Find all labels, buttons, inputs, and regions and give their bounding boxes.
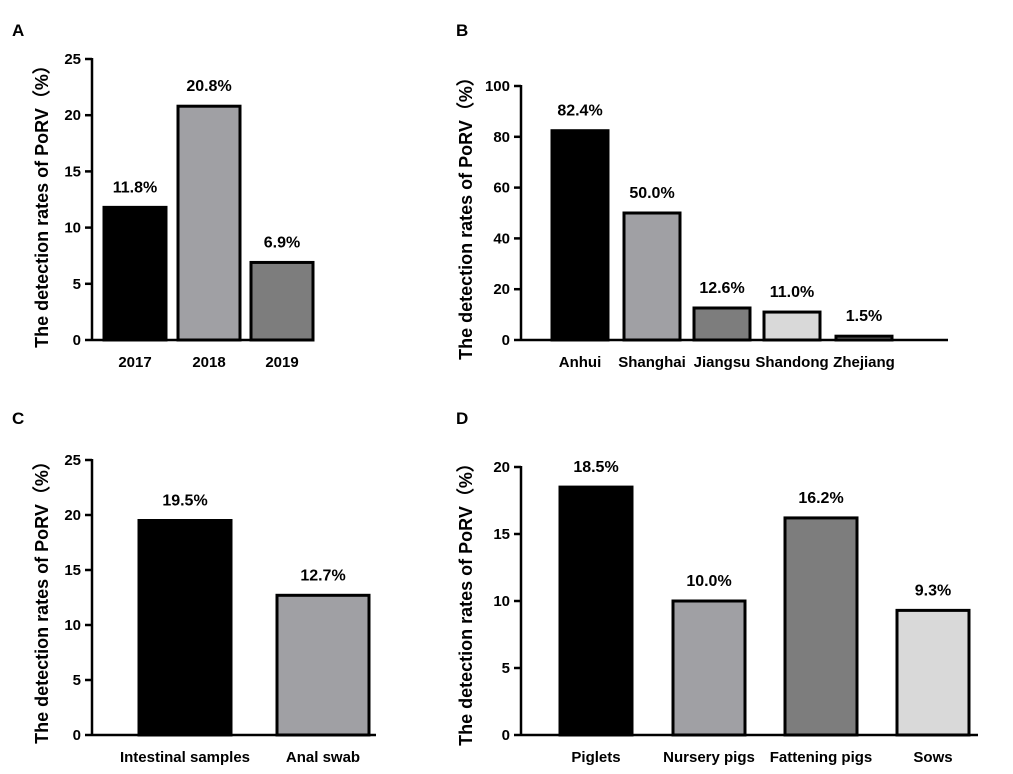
value-label-b-0: 82.4%	[557, 103, 602, 120]
value-label-d-1: 10.0%	[686, 573, 731, 590]
value-label-b-4: 1.5%	[846, 308, 882, 325]
category-label-d-3: Sows	[913, 749, 952, 766]
chart-panel-b: B The detection rates of PoRV（%） 0 20 40 60…	[456, 21, 948, 371]
category-labels-a: 2017 2018 2019	[118, 354, 298, 371]
value-label-a-0: 11.8%	[113, 179, 157, 196]
value-label-d-0: 18.5%	[573, 459, 618, 476]
y-tick-label-a-0: 0	[73, 332, 81, 349]
y-ticks-c: 0 5 10 15 20 25	[64, 452, 92, 744]
y-tick-label-b-2: 40	[493, 230, 510, 247]
category-labels-c: Intestinal samples Anal swab	[120, 749, 360, 766]
y-axis-title-c: The detection rates of PoRV（%）	[32, 452, 52, 744]
y-axis-title-d: The detection rates of PoRV（%）	[456, 454, 476, 746]
y-ticks-b: 0 20 40 60 80 100	[485, 78, 521, 349]
bar-a-1	[176, 104, 242, 342]
bar-b-0	[550, 129, 610, 342]
bar-d-3	[895, 608, 971, 737]
value-label-b-2: 12.6%	[699, 280, 744, 297]
value-labels-c: 19.5% 12.7%	[162, 493, 345, 585]
y-tick-label-b-1: 20	[493, 281, 510, 298]
chart-panel-c: C The detection rates of PoRV（%） 0 5 10 15 2…	[12, 409, 376, 766]
category-label-a-1: 2018	[192, 354, 225, 371]
value-label-c-0: 19.5%	[162, 493, 207, 510]
y-tick-label-c-5: 25	[64, 452, 81, 469]
panel-letter-c: C	[12, 409, 24, 428]
category-label-b-2: Jiangsu	[694, 354, 751, 371]
y-tick-label-d-3: 15	[493, 526, 510, 543]
category-labels-d: Piglets Nursery pigs Fattening pigs Sows	[571, 749, 952, 766]
y-tick-label-c-0: 0	[73, 727, 81, 744]
y-axis-title-b: The detection rates of PoRV（%）	[456, 68, 476, 360]
y-ticks-a: 0 5 10 15 20 25	[64, 51, 92, 349]
value-label-c-1: 12.7%	[300, 567, 345, 584]
bar-a-2	[249, 260, 315, 342]
value-label-a-1: 20.8%	[186, 78, 231, 95]
category-label-a-2: 2019	[265, 354, 298, 371]
bar-a-0	[102, 205, 168, 342]
bars-c	[137, 519, 371, 737]
y-tick-label-a-3: 15	[64, 163, 81, 180]
value-label-d-2: 16.2%	[798, 490, 843, 507]
category-label-b-4: Zhejiang	[833, 354, 895, 371]
y-tick-label-c-1: 5	[73, 672, 81, 689]
bars-d	[558, 485, 971, 737]
category-label-b-1: Shanghai	[618, 354, 686, 371]
y-tick-label-b-3: 60	[493, 180, 510, 197]
y-tick-label-a-4: 20	[64, 107, 81, 124]
bar-b-2	[692, 306, 752, 342]
value-label-d-3: 9.3%	[915, 582, 951, 599]
bar-d-1	[671, 599, 747, 737]
bars-b	[550, 129, 894, 342]
y-tick-label-a-2: 10	[64, 220, 81, 237]
value-labels-d: 18.5% 10.0% 16.2% 9.3%	[573, 459, 951, 599]
y-tick-label-b-4: 80	[493, 129, 510, 146]
category-label-d-1: Nursery pigs	[663, 749, 755, 766]
category-label-c-1: Anal swab	[286, 749, 360, 766]
y-tick-label-d-0: 0	[502, 727, 510, 744]
bar-d-0	[558, 485, 634, 737]
y-tick-label-a-1: 5	[73, 276, 81, 293]
value-labels-a: 11.8% 20.8% 6.9%	[113, 78, 300, 251]
category-label-d-0: Piglets	[571, 749, 620, 766]
y-tick-label-c-3: 15	[64, 562, 81, 579]
y-tick-label-b-5: 100	[485, 78, 510, 95]
value-label-a-2: 6.9%	[264, 234, 300, 251]
category-label-a-0: 2017	[118, 354, 151, 371]
y-tick-label-b-0: 0	[502, 332, 510, 349]
panel-letter-a: A	[12, 21, 24, 40]
bar-c-1	[275, 593, 371, 737]
category-label-b-3: Shandong	[755, 354, 828, 371]
bar-d-2	[783, 516, 859, 737]
y-tick-label-d-2: 10	[493, 593, 510, 610]
chart-panel-d: D The detection rates of PoRV（%） 0 5 10 15 2…	[456, 409, 978, 766]
y-tick-label-d-4: 20	[493, 459, 510, 476]
panel-letter-b: B	[456, 21, 468, 40]
value-label-b-1: 50.0%	[629, 185, 674, 202]
bar-b-1	[622, 211, 682, 342]
category-label-d-2: Fattening pigs	[770, 749, 873, 766]
value-label-b-3: 11.0%	[770, 284, 814, 301]
y-tick-label-c-2: 10	[64, 617, 81, 634]
y-ticks-d: 0 5 10 15 20	[493, 459, 521, 744]
bar-c-0	[137, 519, 233, 737]
bar-b-3	[762, 310, 822, 342]
category-label-b-0: Anhui	[559, 354, 602, 371]
category-labels-b: Anhui Shanghai Jiangsu Shandong Zhejiang	[559, 354, 895, 371]
panel-letter-d: D	[456, 409, 468, 428]
y-tick-label-a-5: 25	[64, 51, 81, 68]
y-tick-label-c-4: 20	[64, 507, 81, 524]
y-tick-label-d-1: 5	[502, 660, 510, 677]
value-labels-b: 82.4% 50.0% 12.6% 11.0% 1.5%	[557, 103, 882, 325]
category-label-c-0: Intestinal samples	[120, 749, 250, 766]
bars-a	[102, 104, 315, 342]
y-axis-title-a: The detection rates of PoRV（%）	[32, 56, 52, 348]
chart-panel-a: A The detection rates of PoRV（%） 0 5 10 15 2…	[12, 21, 315, 371]
